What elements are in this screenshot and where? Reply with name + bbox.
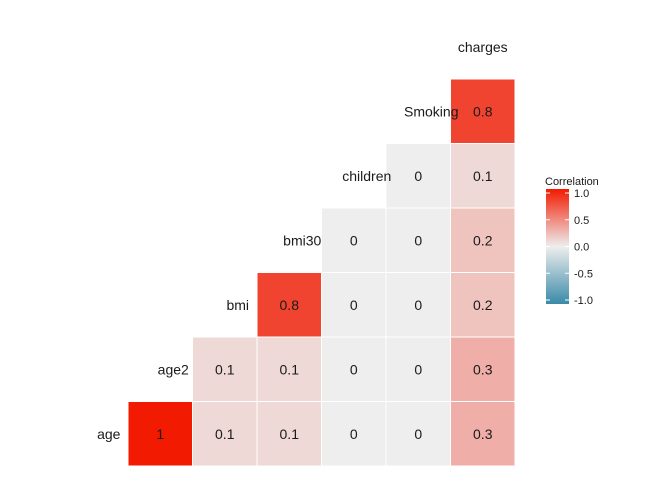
legend-colorbar (546, 189, 569, 304)
legend-tick-label: 0.0 (574, 242, 589, 254)
legend-tick-label: -0.5 (574, 268, 593, 280)
cell-value-label: 0.1 (280, 426, 300, 442)
variable-label: charges (458, 39, 508, 55)
cell-value-label: 0.2 (473, 297, 493, 313)
variable-label: age (97, 426, 121, 442)
legend-title: Correlation (545, 176, 599, 188)
legend-tick-label: 0.5 (574, 215, 589, 227)
cell-value-label: 0 (350, 232, 358, 248)
heatmap-cell (450, 143, 516, 209)
heatmap-cell (192, 336, 258, 402)
cell-value-label: 0.1 (215, 426, 235, 442)
heatmap-cell (321, 401, 387, 467)
heatmap-cell (321, 272, 387, 338)
cell-value-label: 0.3 (473, 361, 493, 377)
heatmap-cell (450, 78, 516, 144)
legend: Correlation 1.0 0.5 0.0 -0.5 -1.0 (545, 176, 599, 307)
heatmap-cell (450, 207, 516, 273)
variable-label: bmi30 (283, 232, 321, 248)
heatmap-cell (127, 401, 193, 467)
legend-ticks: 1.0 0.5 0.0 -0.5 -1.0 (546, 188, 593, 307)
cell-value-label: 0.2 (473, 232, 493, 248)
heatmap-cell (321, 336, 387, 402)
cell-value-label: 0.8 (280, 297, 300, 313)
heatmap-cell (450, 401, 516, 467)
cell-value-label: 0.1 (280, 361, 300, 377)
cell-value-label: 0 (350, 426, 358, 442)
cell-value-label: 0 (414, 426, 422, 442)
heatmap-cell (385, 143, 451, 209)
heatmap-cell (192, 401, 258, 467)
cell-value-label: 1 (156, 426, 164, 442)
cell-value-label: 0 (350, 361, 358, 377)
heatmap-cell (256, 272, 322, 338)
heatmap-cell (385, 207, 451, 273)
cell-value-label: 0 (350, 297, 358, 313)
cell-value-label: 0.8 (473, 103, 493, 119)
cell-value-label: 0.1 (473, 168, 493, 184)
variable-label: children (342, 168, 391, 184)
legend-tick-label: -1.0 (574, 295, 593, 307)
heatmap-cell (450, 272, 516, 338)
cell-value-label: 0 (414, 361, 422, 377)
cell-value-label: 0 (414, 232, 422, 248)
heatmap-cell (321, 207, 387, 273)
variable-label: Smoking (404, 103, 458, 119)
heatmap-cell (385, 401, 451, 467)
cell-value-label: 0 (414, 168, 422, 184)
cell-value-label: 0.3 (473, 426, 493, 442)
cell-value-label: 0 (414, 297, 422, 313)
heatmap-cell (385, 336, 451, 402)
heatmap-cell (450, 336, 516, 402)
heatmap-cells: 1 0.1 0.1 0 0 0.3 0.1 0.1 0 0 0.3 0.8 0 0 0.2 0 0 0.2 0 0.1… (127, 78, 516, 467)
variable-label: age2 (158, 361, 189, 377)
variable-label: bmi (226, 297, 249, 313)
cell-value-label: 0.1 (215, 361, 235, 377)
heatmap-cell (256, 336, 322, 402)
variable-labels: age age2 bmi bmi30 children Smoking charges (97, 39, 508, 442)
legend-tick-label: 1.0 (574, 188, 589, 200)
